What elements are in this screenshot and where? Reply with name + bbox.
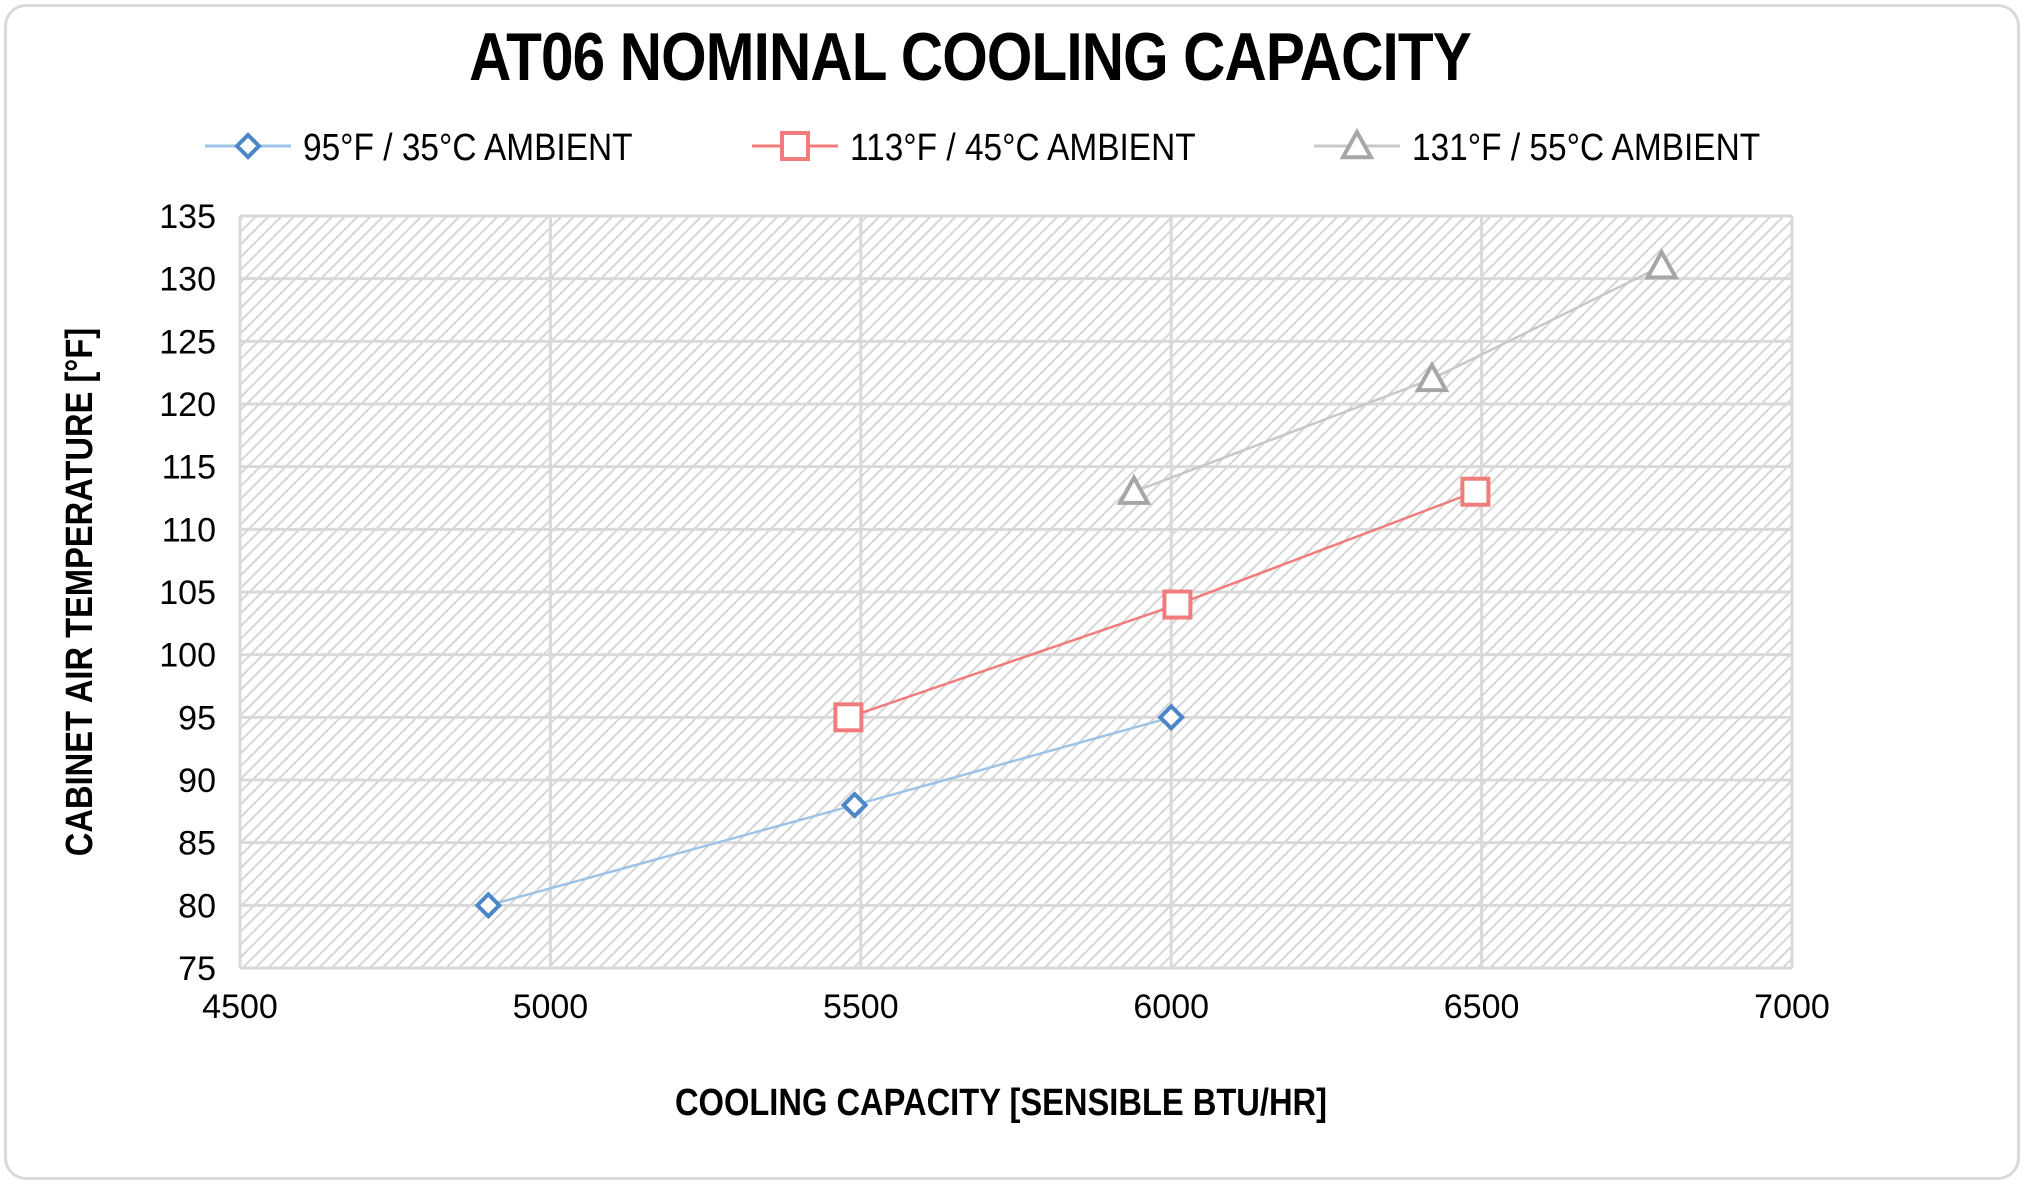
y-tick-label: 135 [159,198,216,236]
data-point [474,891,503,920]
y-axis-title: CABINET AIR TEMPERATURE [°F] [58,328,101,856]
legend-label: 113°F / 45°C AMBIENT [850,126,1196,168]
legend-label: 131°F / 55°C AMBIENT [1412,126,1760,168]
x-tick-label: 6000 [1133,988,1209,1026]
data-point [1116,473,1152,505]
y-tick-label: 75 [178,950,216,988]
legend-item-1: 95°F / 35°C AMBIENT [205,126,633,168]
y-tick-label: 100 [159,637,216,675]
y-tick-label: 95 [178,699,216,737]
y-tick-label: 90 [178,762,216,800]
y-tick-label: 115 [162,449,216,487]
x-axis-title: COOLING CAPACITY [SENSIBLE BTU/HR] [675,1081,1327,1124]
x-tick-label: 4500 [202,988,278,1026]
x-tick-label: 6500 [1444,988,1520,1026]
y-tick-label: 80 [178,887,216,925]
series-2 [833,476,1491,733]
legend-item-2: 113°F / 45°C AMBIENT [752,126,1196,168]
y-tick-label: 85 [178,825,216,863]
data-point [1157,703,1186,732]
data-point [1414,360,1450,393]
chart-title: AT06 NOMINAL COOLING CAPACITY [469,19,1472,95]
legend-label: 95°F / 35°C AMBIENT [303,126,633,168]
y-tick-label: 130 [159,261,216,299]
legend-marker [234,132,262,160]
data-point [833,702,864,733]
data-point [1644,248,1680,280]
y-tick-label: 110 [162,511,216,549]
x-tick-label: 5500 [823,988,899,1026]
data-point [1162,589,1193,620]
legend-item-3: 131°F / 55°C AMBIENT [1314,126,1760,168]
legend-marker [780,131,810,161]
x-tick-label: 7000 [1754,988,1830,1026]
series-3 [1116,248,1680,505]
y-tick-label: 105 [159,574,216,612]
data-point [1460,476,1491,507]
y-tick-label: 120 [159,386,216,424]
data-point [840,791,869,819]
legend-marker [1339,127,1375,160]
series-1 [474,703,1186,920]
y-tick-label: 125 [159,323,216,361]
x-tick-label: 5000 [513,988,589,1026]
